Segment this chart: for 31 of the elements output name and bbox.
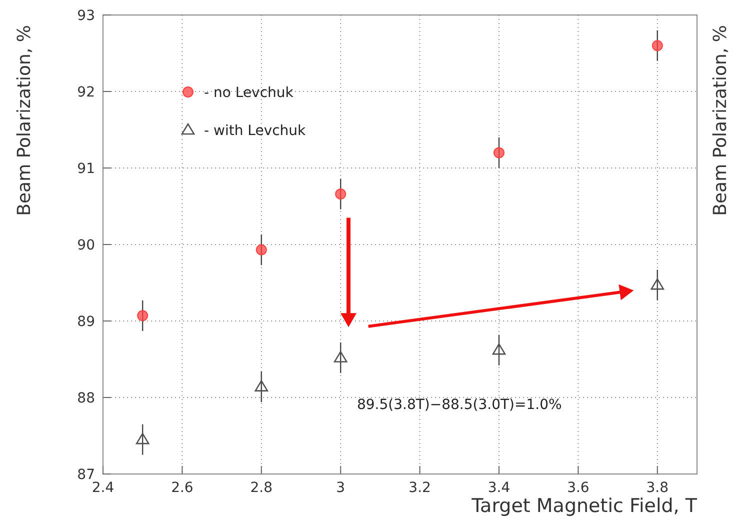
x-tick-label: 3 [336,480,346,496]
y-tick-label: 92 [77,84,95,100]
y2-axis-title: Beam Polarization, % [710,25,731,216]
y-tick-label: 90 [77,238,95,254]
legend-label: - no Levchuk [204,85,294,101]
y-tick-label: 88 [77,390,95,406]
x-tick-label: 3.2 [408,480,431,496]
point [137,310,148,322]
x-tick-label: 2.6 [171,480,194,496]
point [334,351,348,362]
x-tick-label: 2.4 [92,480,114,496]
y-tick-label: 87 [77,467,95,483]
x-tick-label: 2.8 [250,480,273,496]
x-tick-label: 3.8 [646,480,669,496]
y-axis-title: Beam Polarization, % [14,25,35,216]
point [652,40,663,52]
x-tick-label: 3.4 [488,480,510,496]
x-tick-label: 3.6 [567,480,590,496]
legend-label: - with Levchuk [204,123,307,139]
y-tick-label: 89 [77,314,95,330]
y-tick-label: 93 [77,8,95,24]
point [256,244,267,256]
point [494,147,504,158]
point [254,380,268,392]
x-axis-title: Target Magnetic Field, T [470,495,698,517]
point [492,343,506,355]
point [335,188,346,200]
y-tick-label: 91 [77,161,95,177]
point [650,278,664,290]
annotation: 89.5(3.8T)−88.5(3.0T)=1.0% [356,396,562,413]
point [136,432,150,444]
